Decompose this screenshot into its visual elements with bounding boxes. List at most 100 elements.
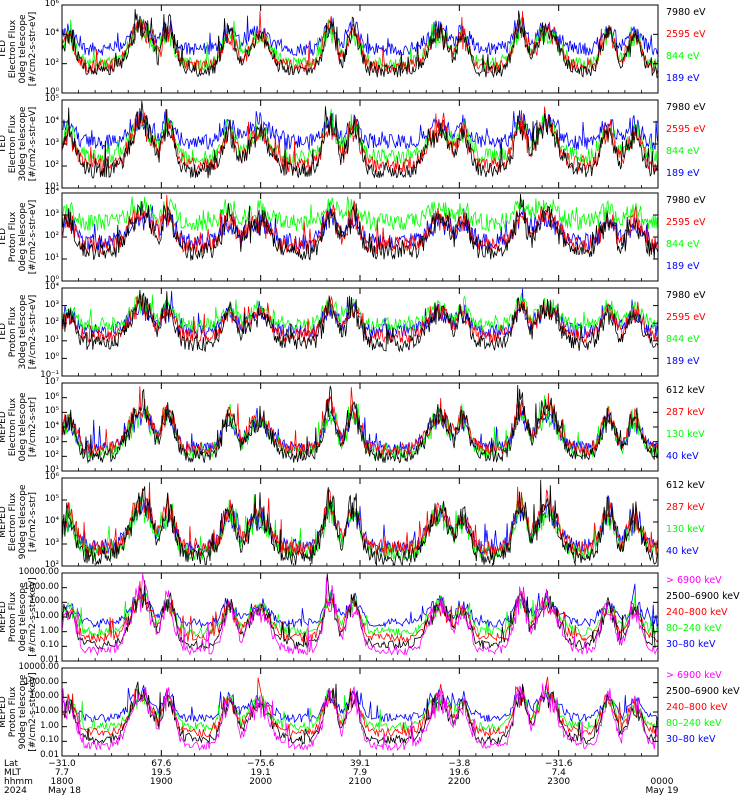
legend-entry: 287 keV — [666, 502, 705, 513]
y-axis-label-panel-5: MEPED Electron Flux 0deg telescope [#/cm2-s… — [0, 383, 38, 471]
series-line-7-1 — [62, 573, 658, 657]
y-axis-label-panel-6: MEPED Electron Flux 90deg telescope [#/cm2-… — [0, 478, 38, 566]
series-line-8-2 — [63, 681, 658, 746]
y-tick-label: 10⁴ — [44, 116, 59, 126]
legend-entry: 80–240 keV — [666, 623, 722, 634]
panel-8 — [61, 667, 659, 757]
x-mlt-label: 7.9 — [352, 768, 368, 778]
x-row-label: Lat — [4, 759, 19, 769]
x-lat-label: −31.6 — [544, 759, 573, 769]
x-mlt-label: 7.4 — [551, 768, 566, 778]
x-date-label: May 19 — [645, 786, 679, 796]
series-line-3-1 — [62, 193, 658, 261]
y-axis-label-line: 90deg telescope — [18, 484, 28, 560]
x-hhmm-label: 2300 — [547, 777, 571, 787]
y-axis-label-line: TED — [0, 322, 8, 342]
y-tick-label: 10.00 — [34, 611, 59, 621]
x-hhmm-label: 1900 — [149, 777, 173, 787]
y-axis-label-panel-2: TED Electron Flux 30deg telescope [#/cm2-s-… — [0, 100, 38, 188]
legend-entry: 189 eV — [666, 356, 700, 367]
x-lat-label: −31.0 — [48, 759, 76, 769]
legend-entry: 240–800 keV — [666, 702, 728, 713]
y-tick-label: 10¹ — [44, 182, 59, 192]
legend-entry: 844 eV — [666, 146, 700, 157]
series-line-2-2 — [62, 106, 658, 174]
legend-entry: 80–240 keV — [666, 718, 722, 729]
y-tick-label: 10⁴ — [44, 421, 59, 431]
y-axis-label-line: MEPED — [0, 601, 8, 633]
x-hhmm-label: 2100 — [348, 777, 372, 787]
panel-7-series — [62, 573, 658, 657]
y-axis-label-line: Proton Flux — [8, 306, 18, 358]
legend-entry: 30–80 keV — [666, 639, 716, 650]
y-tick-label: 0.01 — [40, 655, 59, 665]
legend-entry: 7980 eV — [666, 102, 706, 113]
series-line-4-1 — [62, 289, 658, 353]
y-axis-label-line: Proton Flux — [8, 591, 18, 643]
x-mlt-label: 19.5 — [151, 768, 172, 778]
y-tick-label: 10⁵ — [44, 494, 59, 504]
legend-entry: 189 eV — [666, 168, 700, 179]
legend-entry: 612 keV — [666, 480, 705, 491]
legend-entry: 612 keV — [666, 385, 705, 396]
y-axis-label-line: TED — [0, 227, 8, 247]
series-line-6-1 — [62, 479, 658, 566]
panel-3-series — [62, 193, 658, 261]
series-line-6-2 — [62, 482, 658, 557]
legend-entry: > 6900 keV — [666, 575, 722, 586]
legend-entry: 189 eV — [666, 73, 700, 84]
y-tick-label: 10³ — [44, 435, 59, 446]
y-tick-label: 10⁴ — [44, 516, 59, 526]
y-tick-label: 10² — [44, 560, 59, 570]
x-row-label: hhmm — [4, 777, 33, 787]
y-axis-label-line: 0deg telescope — [18, 202, 28, 272]
y-axis-label-line: 0deg telescope — [18, 582, 28, 652]
y-axis-label-line: MEPED — [0, 696, 8, 728]
panel-8-series — [62, 676, 658, 752]
y-tick-label: 10³ — [44, 299, 59, 310]
y-axis-label-line: 0deg telescope — [18, 392, 28, 462]
legend-entry: 7980 eV — [666, 290, 706, 301]
y-axis-label-line: MEPED — [0, 411, 8, 443]
y-axis-label-line: [#/cm2-s-str-eV] — [28, 106, 38, 182]
y-axis-label-panel-7: MEPED Proton Flux 0deg telescope [#/cm2-s-s… — [0, 573, 38, 661]
y-axis-label-panel-8: MEPED Proton Flux 90deg telescope [#/cm2-s-… — [0, 668, 38, 756]
y-tick-label: 1.00 — [40, 625, 59, 636]
y-axis-label-line: Electron Flux — [8, 114, 18, 174]
series-line-1-1 — [62, 8, 658, 79]
panel-5-series — [62, 384, 658, 464]
y-axis-label-line: [#/cm2-s-str-keV] — [28, 672, 38, 752]
y-tick-label: 10⁴ — [44, 282, 59, 292]
y-axis-label-line: [#/cm2-s-str-keV] — [28, 577, 38, 657]
y-tick-label: 10⁶ — [44, 391, 59, 402]
series-line-8-1 — [62, 683, 658, 752]
legend-entry: 287 keV — [666, 407, 705, 418]
panel-5 — [61, 382, 659, 472]
y-axis-label-line: Electron Flux — [8, 397, 18, 457]
legend-entry: 844 eV — [666, 239, 700, 250]
panel-1-series — [62, 8, 658, 79]
legend-entry: 130 keV — [666, 524, 705, 535]
legend-entry: 2595 eV — [666, 312, 706, 323]
series-line-7-2 — [62, 573, 656, 650]
x-lat-label: −3.8 — [448, 759, 471, 769]
x-hhmm-label: 1800 — [50, 777, 74, 787]
x-row-label: MLT — [4, 768, 22, 778]
y-axis-label-line: Electron Flux — [8, 19, 18, 79]
y-axis-label-panel-3: TED Proton Flux 0deg telescope [#/cm2-s-str… — [0, 193, 38, 281]
y-tick-label: 100.00 — [29, 691, 59, 702]
y-axis-label-line: [#/cm2-s-str-eV] — [28, 11, 38, 87]
series-line-5-1 — [62, 384, 658, 464]
y-tick-label: 10⁰ — [44, 275, 59, 285]
y-axis-label-line: TED — [0, 134, 8, 154]
legend-entry: 7980 eV — [666, 7, 706, 18]
panel-1 — [61, 4, 659, 94]
y-tick-label: 10² — [44, 160, 59, 170]
y-tick-label: 10² — [44, 231, 59, 241]
y-tick-label: 10⁶ — [44, 0, 59, 9]
y-tick-label: 10⁴ — [44, 28, 59, 39]
series-line-7-3 — [62, 581, 658, 644]
series-line-2-1 — [62, 100, 658, 179]
x-lat-label: 39.1 — [349, 759, 371, 769]
